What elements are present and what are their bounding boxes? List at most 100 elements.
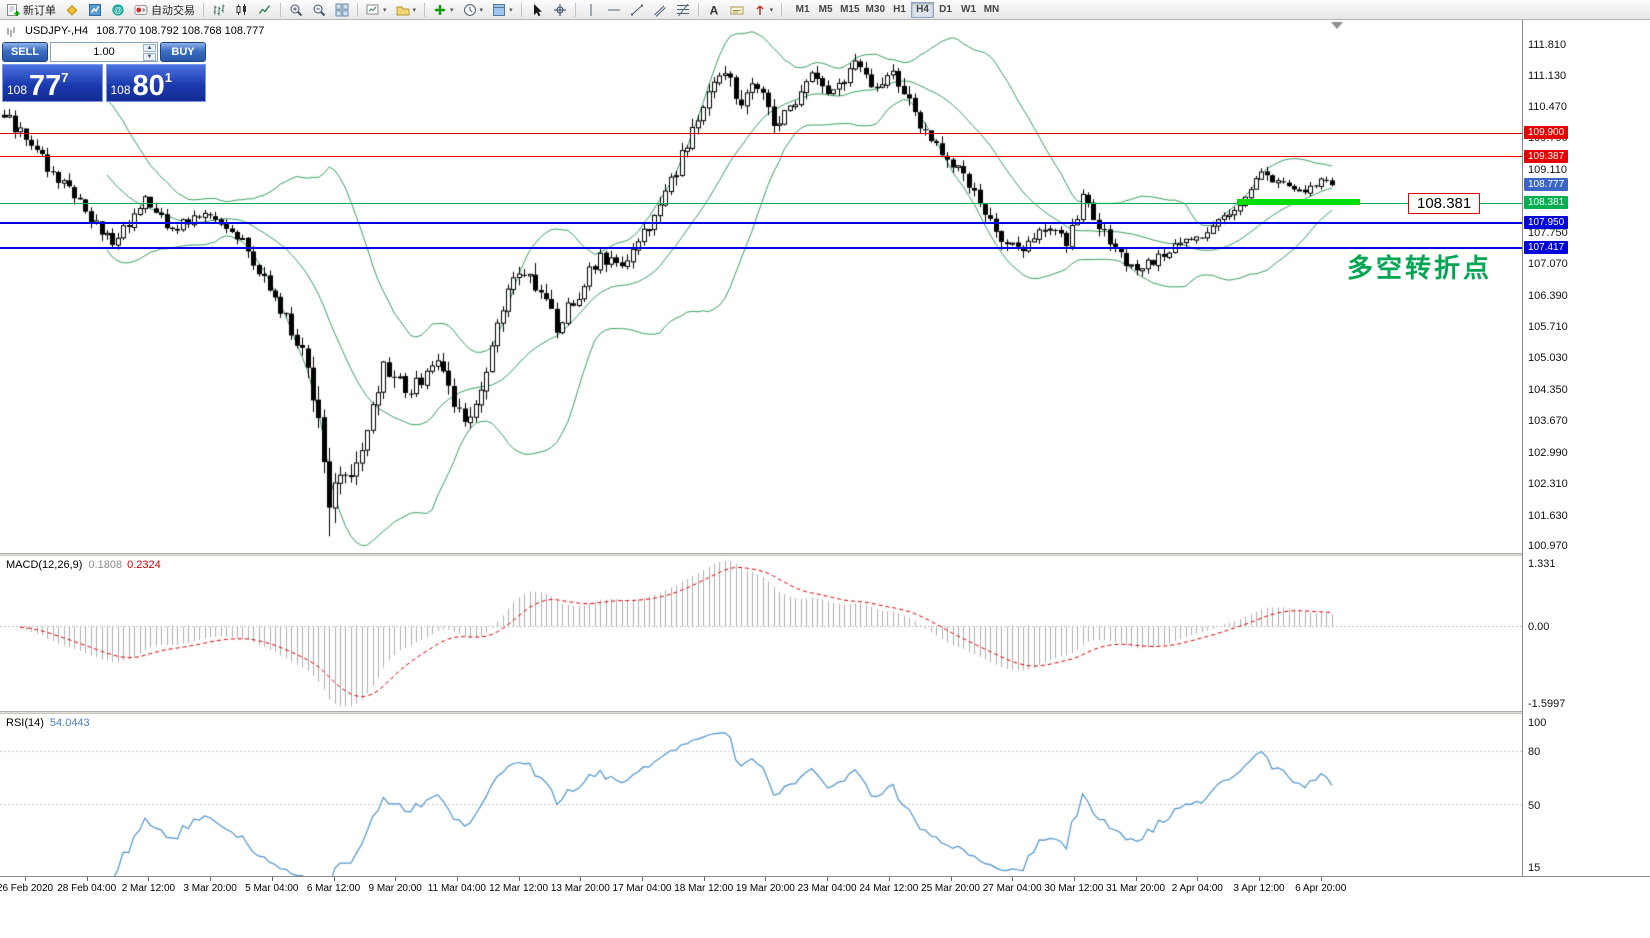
volume-increase-button[interactable]: ▲ xyxy=(143,44,156,52)
panel-separator[interactable] xyxy=(0,553,1650,556)
rsi-indicator-label: RSI(14) 54.0443 xyxy=(6,717,90,729)
new-order-button[interactable]: 新订单 xyxy=(2,1,60,19)
chart-line-button[interactable] xyxy=(254,1,276,19)
buy-price-point: 1 xyxy=(164,70,173,85)
turning-point-note[interactable]: 多空转折点 xyxy=(1347,253,1493,283)
time-axis-label: 9 Mar 20:00 xyxy=(368,883,422,894)
volume-input[interactable]: 1.00 ▲ ▼ xyxy=(50,42,158,62)
zoom-in-button[interactable] xyxy=(285,1,307,19)
dropdown-caret-icon: ▾ xyxy=(383,6,387,14)
indicators-button[interactable]: ▾ xyxy=(429,1,458,19)
periods-button[interactable]: ▾ xyxy=(459,1,488,19)
arrow-tool-icon xyxy=(756,4,764,15)
trendline-button[interactable] xyxy=(626,1,648,19)
time-axis[interactable]: 26 Feb 2020 28 Feb 04:00 2 Mar 12:00 3 Mar … xyxy=(0,876,1650,898)
macd-name: MACD(12,26,9) xyxy=(6,559,83,571)
sell-price-display[interactable]: 108 77 7 xyxy=(2,64,103,102)
one-click-controls-row: SELL 1.00 ▲ ▼ BUY xyxy=(2,42,206,62)
mql5-community-button[interactable]: @ xyxy=(107,1,129,19)
timeframe-button-m1[interactable]: M1 xyxy=(795,4,810,15)
time-axis-tick xyxy=(1259,877,1260,881)
crosshair-icon xyxy=(553,3,566,16)
zoom-out-button[interactable] xyxy=(308,1,330,19)
volume-decrease-button[interactable]: ▼ xyxy=(143,53,156,61)
market-watch-button[interactable] xyxy=(84,1,106,19)
time-axis-tick xyxy=(87,877,88,881)
metaeditor-button[interactable] xyxy=(61,1,83,19)
timeframe-button-m30[interactable]: M30 xyxy=(865,4,885,15)
macd-signal-value: 0.2324 xyxy=(127,559,161,571)
buy-price-display[interactable]: 108 80 1 xyxy=(105,64,206,102)
price-axis-label: 107.070 xyxy=(1528,258,1568,271)
channel-button[interactable] xyxy=(649,1,671,19)
time-axis-tick xyxy=(272,877,273,881)
timeframe-button-mn[interactable]: MN xyxy=(983,4,1000,15)
autotrading-status-icon xyxy=(134,4,148,15)
macd-panel-canvas[interactable] xyxy=(0,556,1522,711)
tile-windows-button[interactable] xyxy=(331,1,353,19)
sell-button[interactable]: SELL xyxy=(2,42,48,62)
text-button[interactable]: A xyxy=(703,1,725,19)
time-axis-tick xyxy=(765,877,766,881)
cursor-button[interactable] xyxy=(526,1,548,19)
price-axis-price-box: 109.900 xyxy=(1524,126,1569,140)
symbol-chart-icon xyxy=(7,26,15,37)
chart-candles-button[interactable] xyxy=(231,1,253,19)
time-axis-label: 11 Mar 04:00 xyxy=(427,883,486,894)
price-axis-label: 110.470 xyxy=(1528,100,1567,113)
chart-bars-button[interactable] xyxy=(208,1,230,19)
fibonacci-button[interactable] xyxy=(672,1,694,19)
horizontal-line-object[interactable] xyxy=(0,203,1522,204)
horizontal-line-object[interactable] xyxy=(0,222,1522,224)
time-axis-label: 6 Mar 12:00 xyxy=(306,883,361,894)
time-axis-label: 2 Mar 12:00 xyxy=(121,883,176,894)
timeframe-button-w1[interactable]: W1 xyxy=(961,4,976,15)
timeframe-button-h4[interactable]: H4 xyxy=(911,1,934,18)
time-axis-tick xyxy=(1012,877,1013,881)
price-axis-label: 102.310 xyxy=(1528,478,1568,491)
volume-value: 1.00 xyxy=(93,46,115,58)
vertical-line-button[interactable] xyxy=(580,1,602,19)
autotrading-button[interactable]: 自动交易 xyxy=(130,1,199,19)
time-axis-label: 27 Mar 04:00 xyxy=(982,883,1042,894)
rsi-name: RSI(14) xyxy=(6,717,44,729)
price-chart-canvas[interactable] xyxy=(0,20,1522,553)
dropdown-caret-icon: ▾ xyxy=(412,6,417,14)
timeframe-button-m5[interactable]: M5 xyxy=(818,4,833,15)
time-axis-label: 26 Feb 2020 xyxy=(0,883,54,894)
macd-scale-label: -1.5997 xyxy=(1528,698,1566,710)
price-axis-label: 104.350 xyxy=(1528,383,1568,396)
dropdown-caret-icon: ▾ xyxy=(479,6,484,14)
buy-button[interactable]: BUY xyxy=(160,42,206,62)
sell-price-point: 7 xyxy=(61,70,69,85)
macd-indicator-label: MACD(12,26,9) 0.1808 0.2324 xyxy=(6,559,161,571)
panel-separator[interactable] xyxy=(0,711,1650,714)
horizontal-line-object[interactable] xyxy=(0,133,1522,134)
price-axis-price-box: 107.950 xyxy=(1524,216,1569,230)
time-axis-tick xyxy=(457,877,458,881)
timeframe-button-m15[interactable]: M15 xyxy=(840,4,860,15)
cursor-arrow-icon xyxy=(533,3,542,16)
rsi-panel-canvas[interactable] xyxy=(0,714,1522,876)
new-chart-button[interactable]: ▾ xyxy=(362,1,391,19)
price-tag-label[interactable]: 108.381 xyxy=(1408,193,1481,214)
templates-button[interactable]: ▾ xyxy=(488,1,517,19)
time-axis-tick xyxy=(827,877,828,881)
price-axis[interactable]: 111.810111.130110.470109.790109.110108.4… xyxy=(1522,20,1650,876)
macd-scale-label: 0.00 xyxy=(1528,621,1550,633)
sell-price-pips: 77 xyxy=(29,70,62,103)
text-label-button[interactable] xyxy=(726,1,748,19)
toolbar-separator xyxy=(280,2,281,17)
horizontal-line-button[interactable] xyxy=(603,1,625,19)
support-highlight-line[interactable] xyxy=(1237,199,1360,205)
new-order-label: 新订单 xyxy=(23,4,56,17)
crosshair-button[interactable] xyxy=(549,1,571,19)
horizontal-line-object[interactable] xyxy=(0,247,1522,249)
profiles-button[interactable]: ▾ xyxy=(392,1,421,19)
timeframe-button-d1[interactable]: D1 xyxy=(939,4,952,15)
time-axis-label: 2 Apr 04:00 xyxy=(1171,883,1223,894)
horizontal-line-object[interactable] xyxy=(0,156,1522,157)
timeframe-button-h1[interactable]: H1 xyxy=(893,4,906,15)
arrows-button[interactable]: ▾ xyxy=(749,1,778,19)
one-click-trading-panel: SELL 1.00 ▲ ▼ BUY 108 77 7 108 80 1 xyxy=(2,42,206,102)
